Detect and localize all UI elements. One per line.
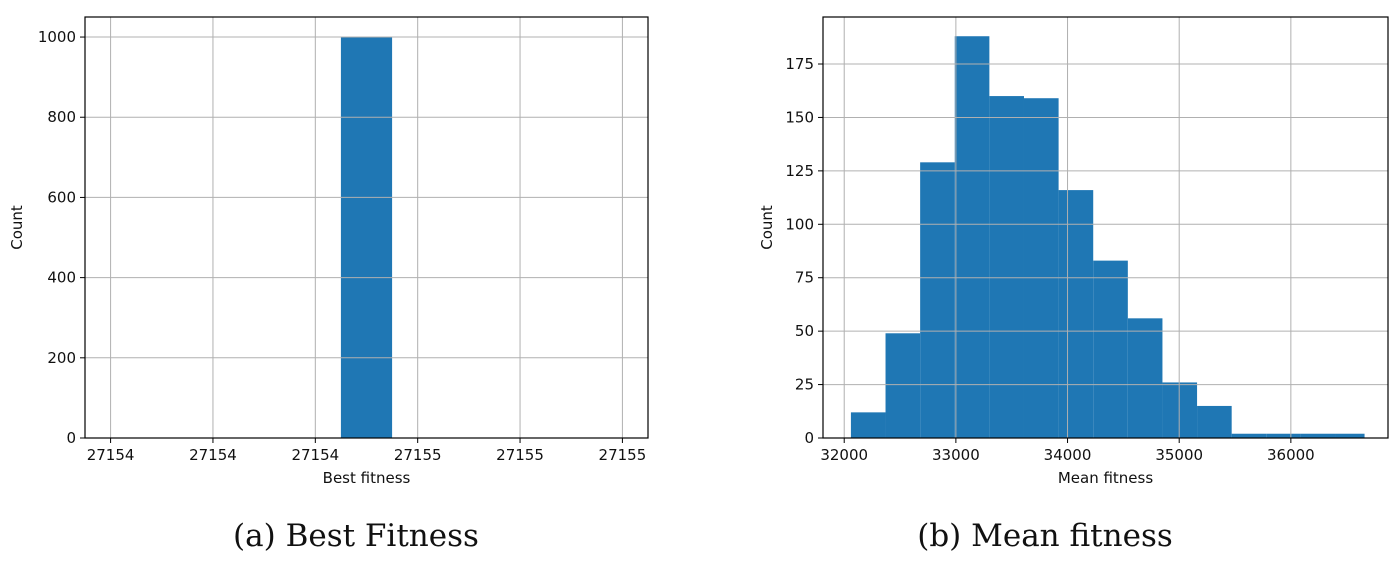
mean-fitness-bar-6 xyxy=(1058,190,1094,438)
mean-fitness-bar-3 xyxy=(954,36,990,439)
mean-fitness-ytick-label-3: 75 xyxy=(795,269,814,287)
best-fitness-xtick-label-1: 27154 xyxy=(189,446,237,464)
mean-fitness-caption: (b) Mean fitness xyxy=(917,518,1173,554)
best-fitness-xtick-label-3: 27155 xyxy=(394,446,442,464)
mean-fitness-bar-2 xyxy=(920,162,955,438)
mean-fitness-panel: 32000 33000 34000 35000 36000 0 25 50 75 100 125 15… xyxy=(700,0,1400,575)
mean-fitness-bar-5 xyxy=(1023,98,1059,438)
mean-fitness-ytick-label-7: 175 xyxy=(785,55,814,73)
mean-fitness-x-axis-title: Mean fitness xyxy=(1058,469,1154,487)
mean-fitness-bar-7 xyxy=(1093,260,1128,438)
mean-fitness-xtick-label-1: 33000 xyxy=(932,446,980,464)
mean-fitness-bar-10 xyxy=(1197,405,1232,438)
mean-fitness-bar-1 xyxy=(885,333,921,438)
best-fitness-x-axis-title: Best fitness xyxy=(323,469,411,487)
best-fitness-xtick-label-4: 27155 xyxy=(496,446,544,464)
best-fitness-xtick-label-0: 27154 xyxy=(87,446,135,464)
mean-fitness-bar-12 xyxy=(1266,433,1301,438)
mean-fitness-bar-13 xyxy=(1300,433,1336,438)
mean-fitness-xtick-label-0: 32000 xyxy=(820,446,868,464)
mean-fitness-y-axis-title: Count xyxy=(758,205,776,250)
mean-fitness-xtick-label-2: 34000 xyxy=(1044,446,1092,464)
mean-fitness-ytick-label-2: 50 xyxy=(795,322,814,340)
mean-fitness-ytick-label-5: 125 xyxy=(785,162,814,180)
best-fitness-ytick-label-5: 600 xyxy=(47,188,76,206)
best-fitness-caption: (a) Best Fitness xyxy=(233,518,479,554)
mean-fitness-bar-14 xyxy=(1335,433,1365,438)
mean-fitness-histogram: 32000 33000 34000 35000 36000 0 25 50 75 100 125 15… xyxy=(758,16,1389,487)
best-fitness-xtick-label-5: 27155 xyxy=(599,446,647,464)
best-fitness-plot-frame xyxy=(84,16,649,439)
best-fitness-ytick-label-1: 200 xyxy=(47,349,76,367)
best-fitness-histogram: 27154 27154 27154 27155 27155 27155 0 200 400 800… xyxy=(8,16,649,487)
best-fitness-ytick-label-4: 1000 xyxy=(38,28,76,46)
mean-fitness-bar-0 xyxy=(850,412,886,438)
best-fitness-ytick-label-0: 0 xyxy=(66,429,76,447)
best-fitness-panel: 27154 27154 27154 27155 27155 27155 0 200 400 800… xyxy=(8,16,649,554)
mean-fitness-ytick-label-6: 150 xyxy=(785,108,814,126)
mean-fitness-bar-8 xyxy=(1127,318,1163,438)
mean-fitness-bar-4 xyxy=(989,96,1024,438)
mean-fitness-bar-9 xyxy=(1162,382,1198,438)
best-fitness-y-axis-title: Count xyxy=(8,205,26,250)
best-fitness-xtick-label-2: 27154 xyxy=(291,446,339,464)
best-fitness-bar-0 xyxy=(340,37,393,439)
mean-fitness-plot-frame xyxy=(822,16,1389,439)
mean-fitness-bar-11 xyxy=(1231,433,1267,438)
mean-fitness-ytick-label-4: 100 xyxy=(785,215,814,233)
best-fitness-ytick-label-2: 400 xyxy=(47,269,76,287)
mean-fitness-xtick-label-3: 35000 xyxy=(1155,446,1203,464)
mean-fitness-ytick-label-0: 0 xyxy=(804,429,814,447)
mean-fitness-xtick-label-4: 36000 xyxy=(1267,446,1315,464)
best-fitness-ytick-label-3: 800 xyxy=(47,108,76,126)
mean-fitness-ytick-label-1: 25 xyxy=(795,376,814,394)
